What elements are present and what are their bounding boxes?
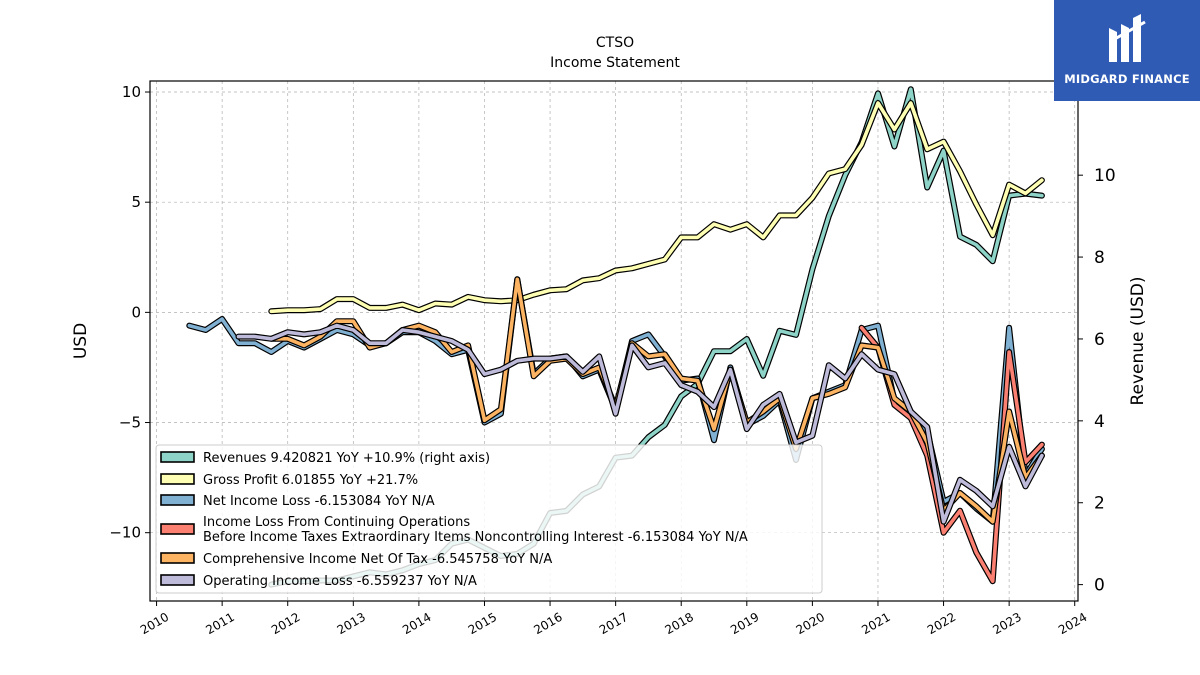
x-tick-label: 2020 [794, 610, 827, 637]
series-line-5 [236, 323, 1044, 524]
legend-swatch-1 [160, 473, 195, 485]
legend-box [155, 444, 823, 594]
brand-logo: MIDGARD FINANCE [1054, 0, 1200, 101]
y-tick-label-right: 10 [1094, 166, 1116, 186]
x-tick-label: 2012 [269, 610, 302, 637]
x-tick-label: 2013 [335, 610, 368, 637]
x-tick-label: 2017 [597, 610, 630, 637]
y-axis-label-right: Revenue (USD) [1128, 276, 1148, 405]
series-line-1 [269, 101, 1044, 314]
midgard-logo-icon [1109, 14, 1146, 62]
legend-label-3-line-1: Before Income Taxes Extraordinary Items … [203, 530, 748, 545]
legend-label-4: Comprehensive Income Net Of Tax -6.54575… [203, 552, 552, 567]
chart-title: CTSO [596, 35, 634, 51]
y-tick-label-left: −10 [109, 524, 141, 542]
x-tick-label: 2019 [728, 610, 761, 637]
y-tick-label-right: 4 [1094, 412, 1105, 432]
y-axis-label-left: USD [71, 323, 91, 359]
legend-swatch-2 [160, 494, 195, 506]
legend: Revenues 9.420821 YoY +10.9% (right axis… [155, 444, 823, 594]
x-tick-label: 2015 [466, 610, 499, 637]
series-lines [186, 86, 1045, 588]
x-tick-label: 2016 [531, 610, 564, 637]
legend-swatch-3 [160, 523, 195, 535]
x-tick-label: 2018 [662, 610, 695, 637]
y-tick-label-left: −5 [119, 414, 141, 432]
chart-subtitle: Income Statement [550, 55, 680, 71]
x-tick-label: 2022 [925, 610, 958, 637]
y-tick-label-left: 5 [131, 193, 141, 211]
x-tick-label: 2023 [990, 610, 1023, 637]
series-outline-1 [268, 100, 1045, 315]
x-tick-label: 2021 [859, 610, 892, 637]
legend-swatch-5 [160, 574, 195, 586]
legend-label-1: Gross Profit 6.01855 YoY +21.7% [203, 473, 418, 488]
x-tick-label: 2010 [138, 610, 171, 637]
y-tick-label-right: 2 [1094, 494, 1105, 514]
plot-frame [149, 80, 1079, 602]
legend-label-0: Revenues 9.420821 YoY +10.9% (right axis… [203, 451, 490, 466]
x-tick-label: 2024 [1056, 610, 1089, 637]
legend-swatch-0 [160, 451, 195, 463]
y-tick-label-right: 0 [1094, 576, 1105, 596]
x-tick-label: 2011 [203, 610, 236, 637]
legend-label-2: Net Income Loss -6.153084 YoY N/A [203, 494, 435, 509]
legend-swatch-4 [160, 552, 195, 564]
logo-text: MIDGARD FINANCE [1064, 72, 1190, 86]
y-tick-label-right: 8 [1094, 248, 1105, 268]
legend-label-3-line-0: Income Loss From Continuing Operations [203, 515, 470, 530]
y-tick-label-left: 10 [122, 83, 141, 101]
y-tick-label-right: 6 [1094, 330, 1105, 350]
legend-label-5: Operating Income Loss -6.559237 YoY N/A [203, 574, 477, 589]
x-tick-label: 2014 [400, 610, 433, 637]
y-tick-label-left: 0 [131, 303, 141, 321]
